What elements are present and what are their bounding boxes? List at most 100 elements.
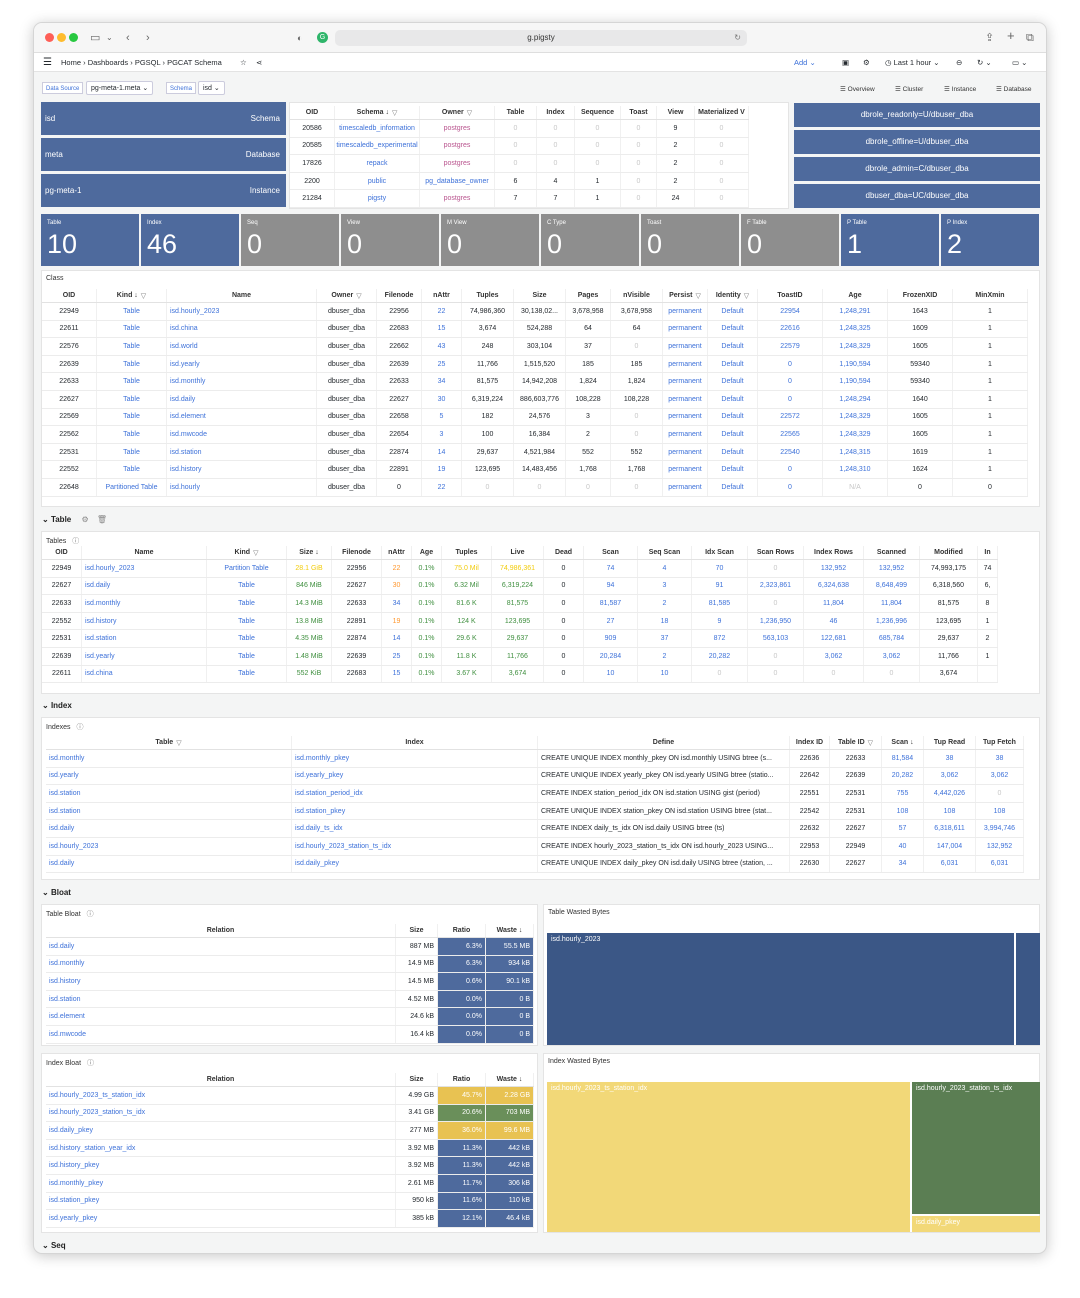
- relation-link[interactable]: isd.yearly: [82, 647, 207, 665]
- column-header[interactable]: Tuples: [462, 289, 514, 302]
- relation-link[interactable]: isd.station_pkey: [46, 1192, 396, 1210]
- relation-link[interactable]: isd.world: [167, 338, 317, 355]
- datasource-select[interactable]: pg-meta-1.meta ⌄: [86, 81, 154, 95]
- owner-link[interactable]: postgres: [420, 120, 495, 137]
- shield-icon[interactable]: ◐: [297, 33, 303, 43]
- filter-icon[interactable]: ▽: [695, 292, 701, 300]
- relation-link[interactable]: isd.hourly_2023_station_ts_idx: [46, 1104, 396, 1122]
- column-header[interactable]: Seq Scan: [638, 546, 692, 559]
- section-bloat[interactable]: ⌄ Bloat: [42, 888, 71, 897]
- filter-icon[interactable]: ▽: [253, 549, 259, 557]
- relation-link[interactable]: isd.station: [82, 630, 207, 647]
- column-header[interactable]: Live: [492, 546, 544, 559]
- relation-link[interactable]: isd.mwcode: [167, 426, 317, 443]
- column-header[interactable]: Persist ▽: [663, 289, 708, 302]
- relation-link[interactable]: isd.hourly: [167, 478, 317, 496]
- link-database[interactable]: ☰ Database: [996, 86, 1032, 93]
- link-overview[interactable]: ☰ Overview: [840, 86, 875, 93]
- filter-icon[interactable]: ▽: [176, 739, 182, 747]
- column-header[interactable]: Sequence: [575, 106, 621, 119]
- column-header[interactable]: Scan Rows: [748, 546, 804, 559]
- schema-link[interactable]: public: [335, 172, 420, 190]
- relation-link[interactable]: isd.daily: [82, 577, 207, 595]
- column-header[interactable]: OID: [42, 289, 97, 302]
- filter-icon[interactable]: ▽: [466, 109, 473, 117]
- relation-link[interactable]: isd.element: [167, 408, 317, 426]
- treemap-cell[interactable]: [1016, 933, 1040, 1045]
- relation-link[interactable]: isd.history: [167, 461, 317, 478]
- column-header[interactable]: Schema ↓ ▽: [335, 106, 420, 119]
- column-header[interactable]: In: [978, 546, 998, 559]
- relation-link[interactable]: isd.history: [82, 612, 207, 630]
- relation-link[interactable]: isd.history_station_year_idx: [46, 1139, 396, 1157]
- relation-link[interactable]: isd.daily: [167, 390, 317, 408]
- schema-link[interactable]: timescaledb_experimental: [335, 137, 420, 155]
- column-header[interactable]: Owner ▽: [420, 106, 495, 119]
- relation-link[interactable]: isd.monthly_pkey: [292, 750, 538, 767]
- info-icon[interactable]: ⓘ: [86, 1060, 94, 1067]
- column-header[interactable]: FrozenXID: [888, 289, 953, 302]
- column-header[interactable]: Size: [396, 1073, 438, 1086]
- reload-icon[interactable]: ↻: [734, 33, 741, 42]
- relation-link[interactable]: isd.daily_pkey: [46, 1122, 396, 1139]
- relation-link[interactable]: isd.station_period_idx: [292, 785, 538, 802]
- column-header[interactable]: Index: [537, 106, 575, 119]
- close-window-button[interactable]: [45, 33, 54, 42]
- relation-link[interactable]: isd.monthly: [46, 955, 396, 973]
- column-header[interactable]: Index Rows: [804, 546, 864, 559]
- gear-icon[interactable]: ⚙: [863, 58, 870, 67]
- breadcrumb-dashboards[interactable]: Dashboards: [87, 58, 129, 67]
- treemap-cell[interactable]: isd.daily_pkey: [912, 1216, 1040, 1232]
- section-index[interactable]: ⌄ Index: [42, 701, 72, 710]
- schema-link[interactable]: pigsty: [335, 190, 420, 207]
- column-header[interactable]: Define: [538, 736, 790, 749]
- relation-link[interactable]: isd.history_pkey: [46, 1157, 396, 1174]
- schema-link[interactable]: repack: [335, 155, 420, 172]
- link-instance[interactable]: ☰ Instance: [944, 86, 977, 93]
- column-header[interactable]: Size: [396, 924, 438, 937]
- relation-link[interactable]: isd.station_pkey: [292, 802, 538, 820]
- sidebar-toggle-icon[interactable]: ▭: [90, 32, 101, 44]
- info-icon[interactable]: ⓘ: [86, 911, 94, 918]
- new-tab-icon[interactable]: +: [1007, 28, 1015, 43]
- schema-select[interactable]: isd ⌄: [198, 81, 225, 95]
- relation-link[interactable]: isd.daily: [46, 938, 396, 955]
- column-header[interactable]: Relation: [46, 1073, 396, 1086]
- menu-icon[interactable]: ☰: [43, 57, 52, 68]
- share-icon[interactable]: ⇪: [985, 32, 995, 44]
- column-header[interactable]: View: [657, 106, 695, 119]
- column-header[interactable]: Dead: [544, 546, 584, 559]
- column-header[interactable]: Table ▽: [46, 736, 292, 749]
- relation-link[interactable]: isd.hourly_2023_ts_station_idx: [46, 1087, 396, 1104]
- column-header[interactable]: ToastID: [758, 289, 823, 302]
- column-header[interactable]: Owner ▽: [317, 289, 377, 302]
- relation-link[interactable]: isd.mwcode: [46, 1025, 396, 1043]
- star-icon[interactable]: ☆: [240, 58, 247, 67]
- relation-link[interactable]: isd.china: [82, 665, 207, 683]
- owner-link[interactable]: postgres: [420, 137, 495, 155]
- column-header[interactable]: Table: [495, 106, 537, 119]
- treemap-cell[interactable]: isd.hourly_2023: [547, 933, 1014, 1045]
- column-header[interactable]: Scan ↓: [882, 736, 924, 749]
- relation-link[interactable]: isd.hourly_2023_station_ts_idx: [292, 837, 538, 855]
- column-header[interactable]: Toast: [621, 106, 657, 119]
- relation-link[interactable]: isd.monthly: [167, 373, 317, 390]
- chevron-down-icon[interactable]: ⌄: [106, 33, 113, 42]
- filter-icon[interactable]: ▽: [743, 292, 750, 300]
- column-header[interactable]: OID: [42, 546, 82, 559]
- column-header[interactable]: Filenode: [377, 289, 422, 302]
- save-icon[interactable]: ▣: [842, 58, 850, 67]
- relation-link[interactable]: isd.yearly_pkey: [292, 767, 538, 785]
- refresh-icon[interactable]: ↻ ⌄: [977, 58, 992, 67]
- gear-icon[interactable]: ⚙: [81, 515, 89, 524]
- info-icon[interactable]: ⓘ: [72, 538, 80, 545]
- column-header[interactable]: OID: [290, 106, 335, 119]
- share-link-icon[interactable]: ⋖: [256, 58, 263, 67]
- column-header[interactable]: Pages: [566, 289, 611, 302]
- column-header[interactable]: Index ID: [790, 736, 830, 749]
- column-header[interactable]: Name: [82, 546, 207, 559]
- minimize-window-button[interactable]: [57, 33, 66, 42]
- column-header[interactable]: Tup Fetch: [976, 736, 1024, 749]
- extension-icon[interactable]: G: [317, 32, 328, 43]
- link-cluster[interactable]: ☰ Cluster: [895, 86, 924, 93]
